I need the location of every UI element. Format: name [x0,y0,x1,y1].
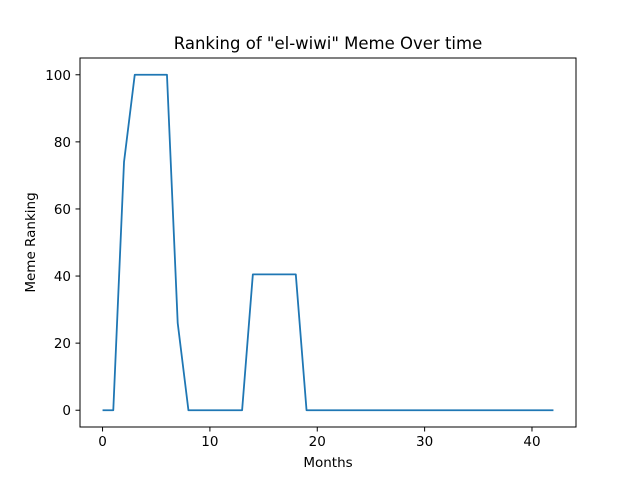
x-tick-label: 10 [201,434,218,450]
x-axis-ticks: 0 10 20 30 40 [98,427,541,450]
series-line-0 [102,73,554,412]
y-tick-label: 0 [62,403,71,419]
x-tick-label: 40 [523,434,540,450]
y-tick-label: 100 [45,68,71,84]
y-tick-label: 20 [54,336,71,352]
x-tick-label: 20 [309,434,326,450]
y-axis-label: Meme Ranking [23,192,39,292]
x-axis-label: Months [303,455,352,471]
y-tick-label: 40 [54,269,71,285]
y-axis-ticks: 0 20 40 60 80 100 [45,68,80,419]
plot-area [102,73,554,412]
chart-title: Ranking of "el-wiwi" Meme Over time [174,34,482,53]
x-tick-label: 30 [416,434,433,450]
y-tick-label: 80 [54,135,71,151]
x-tick-label: 0 [98,434,107,450]
y-tick-label: 60 [54,202,71,218]
plot-frame [79,57,577,428]
